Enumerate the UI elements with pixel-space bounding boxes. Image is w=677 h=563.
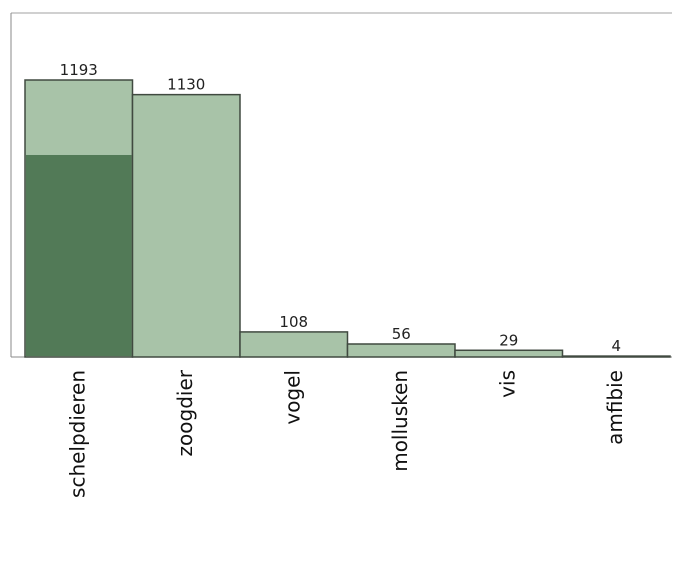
category-label-mollusken: mollusken bbox=[388, 370, 412, 472]
category-label-vogel: vogel bbox=[280, 370, 304, 425]
bars-group bbox=[24, 79, 671, 358]
value-label-mollusken: 56 bbox=[392, 325, 411, 343]
bar-highlight-schelpdieren bbox=[26, 154, 132, 356]
category-label-zoogdier: zoogdier bbox=[173, 369, 197, 456]
value-label-schelpdieren: 1193 bbox=[60, 61, 98, 79]
value-label-vogel: 108 bbox=[279, 313, 308, 331]
value-label-zoogdier: 1130 bbox=[167, 76, 205, 94]
bar-amfibie bbox=[561, 355, 671, 358]
bar-mollusken bbox=[346, 343, 456, 358]
value-labels-group: 1193 1130 108 56 29 4 bbox=[60, 61, 621, 355]
category-label-schelpdieren: schelpdieren bbox=[65, 370, 89, 498]
value-label-amfibie: 4 bbox=[611, 337, 621, 355]
category-label-vis: vis bbox=[495, 370, 519, 398]
category-label-amfibie: amfibie bbox=[603, 370, 627, 445]
bar-vis bbox=[454, 349, 564, 358]
bar-zoogdier bbox=[131, 93, 241, 358]
value-label-vis: 29 bbox=[499, 331, 518, 349]
category-labels-group: schelpdieren zoogdier vogel mollusken vis amf… bbox=[65, 369, 627, 498]
bar-vogel bbox=[239, 331, 349, 358]
